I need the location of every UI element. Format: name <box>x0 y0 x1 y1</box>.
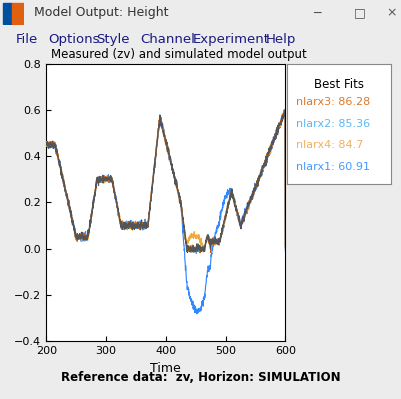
Text: Style: Style <box>96 34 130 46</box>
Text: Model Output: Height: Model Output: Height <box>34 6 168 20</box>
Text: nlarx2: 85.36: nlarx2: 85.36 <box>295 119 369 129</box>
Bar <box>12 3 23 24</box>
Bar <box>3 3 12 24</box>
Text: nlarx1: 60.91: nlarx1: 60.91 <box>295 162 369 172</box>
Text: ─: ─ <box>313 6 320 20</box>
Text: Experiment: Experiment <box>192 34 269 46</box>
Text: □: □ <box>353 6 365 20</box>
Text: File: File <box>16 34 38 46</box>
Text: Best Fits: Best Fits <box>314 78 363 91</box>
Text: nlarx4: 84.7: nlarx4: 84.7 <box>295 140 362 150</box>
Text: Channel: Channel <box>140 34 195 46</box>
X-axis label: Time: Time <box>150 361 181 375</box>
Text: ×: × <box>385 6 395 20</box>
Text: Reference data:  zv, Horizon: SIMULATION: Reference data: zv, Horizon: SIMULATION <box>61 371 340 383</box>
Text: Options: Options <box>48 34 99 46</box>
Text: Help: Help <box>265 34 295 46</box>
Text: nlarx3: 86.28: nlarx3: 86.28 <box>295 97 369 107</box>
Text: Measured (zv) and simulated model output: Measured (zv) and simulated model output <box>51 48 306 61</box>
